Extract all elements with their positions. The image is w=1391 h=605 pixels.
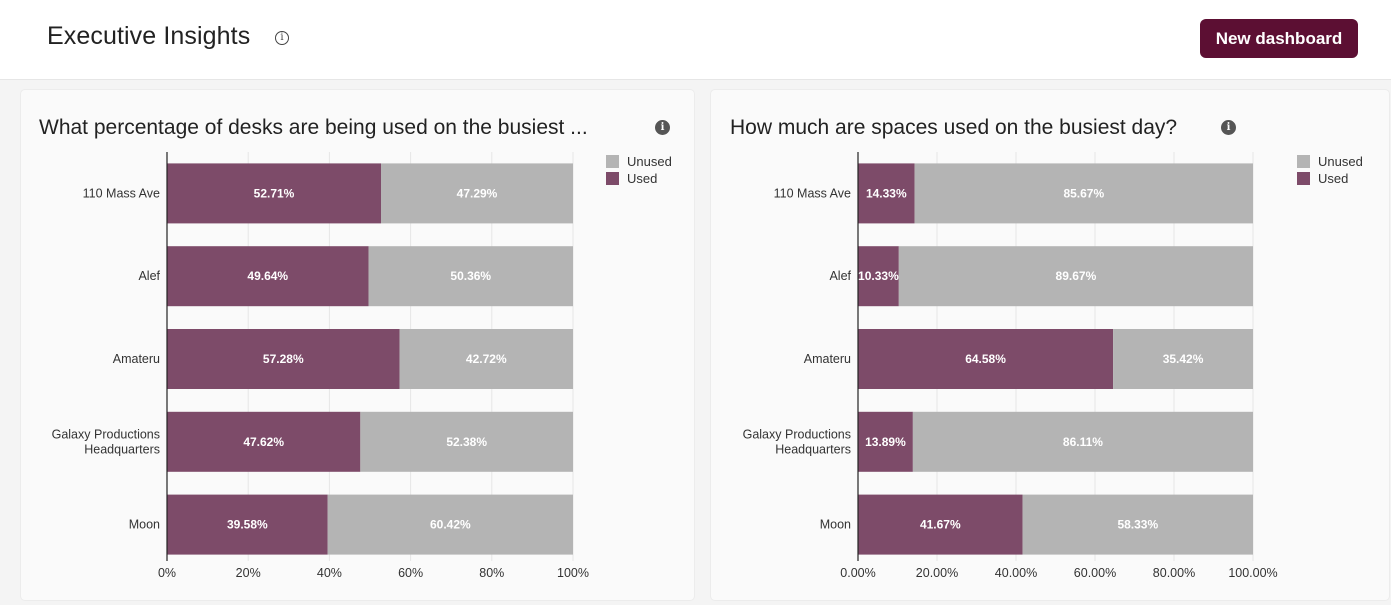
data-label-used: 39.58% [227,518,268,532]
bar-unused-galaxy-productions-headquarters[interactable] [360,411,573,472]
x-tick-label: 0% [158,566,176,580]
data-label-unused: 42.72% [466,352,507,366]
category-label: 110 Mass Ave [83,186,160,200]
page-title: Executive Insights [47,22,251,50]
bar-unused-110-mass-ave[interactable] [381,163,573,224]
bar-unused-alef[interactable] [898,246,1253,307]
data-label-unused: 50.36% [450,269,491,283]
category-label: 110 Mass Ave [774,186,851,200]
legend-label-used[interactable]: Used [627,171,657,186]
legend-label-used[interactable]: Used [1318,171,1348,186]
space-usage-card: How much are spaces used on the busiest … [711,90,1389,600]
legend-swatch-unused [606,155,619,168]
bar-used-galaxy-productions-headquarters[interactable] [167,411,361,472]
data-label-unused: 35.42% [1163,352,1204,366]
category-label: Amateru [113,352,160,366]
bar-unused-moon[interactable] [1022,494,1253,555]
x-tick-label: 20.00% [916,566,958,580]
space-usage-chart: 14.33% 85.67% 110 Mass Ave 10.33% 89.67% Alef… [743,152,1363,580]
desk-usage-card: What percentage of desks are being used … [21,90,694,600]
info-circle-icon[interactable]: i [275,31,289,45]
category-label: Moon [820,518,851,532]
category-label: Alef [829,269,851,283]
category-label: Galaxy Productions Headquarters [743,427,851,456]
bar-unused-amateru[interactable] [399,329,573,389]
bar-used-alef[interactable] [858,246,899,307]
data-label-used: 10.33% [858,269,899,283]
data-label-used: 52.71% [254,186,295,200]
x-tick-label: 40.00% [995,566,1037,580]
legend-swatch-used [1297,172,1310,185]
data-label-used: 41.67% [920,518,961,532]
x-tick-label: 0.00% [840,566,875,580]
category-label: Alef [138,269,160,283]
category-label: Moon [129,518,160,532]
data-label-unused: 86.11% [1063,435,1103,449]
x-tick-label: 40% [317,566,342,580]
bar-used-110-mass-ave[interactable] [858,163,915,224]
x-tick-label: 80.00% [1153,566,1195,580]
bar-used-amateru[interactable] [167,329,400,389]
data-label-unused: 58.33% [1117,518,1158,532]
x-tick-label: 60% [398,566,423,580]
bar-used-110-mass-ave[interactable] [167,163,382,224]
data-label-used: 13.89% [865,435,906,449]
info-icon[interactable]: i [1221,120,1236,135]
chart-title: How much are spaces used on the busiest … [730,116,1178,139]
legend-label-unused[interactable]: Unused [1318,154,1363,169]
category-label: Amateru [804,352,851,366]
page-header: Executive Insights i New dashboard [0,0,1391,80]
data-label-unused: 89.67% [1056,269,1097,283]
data-label-unused: 52.38% [446,435,487,449]
bar-unused-alef[interactable] [368,246,573,307]
bar-used-galaxy-productions-headquarters[interactable] [858,411,913,472]
new-dashboard-button[interactable]: New dashboard [1200,19,1358,58]
legend-swatch-used [606,172,619,185]
info-icon[interactable]: i [655,120,670,135]
bar-used-moon[interactable] [858,494,1023,555]
x-tick-label: 80% [479,566,504,580]
data-label-unused: 47.29% [457,186,498,200]
desk-usage-chart: 52.71% 47.29% 110 Mass Ave 49.64% 50.36% Alef… [52,152,672,580]
data-label-used: 49.64% [247,269,288,283]
x-tick-label: 100% [557,566,589,580]
data-label-unused: 85.67% [1063,186,1104,200]
category-label: Galaxy Productions Headquarters [52,427,160,456]
x-tick-label: 60.00% [1074,566,1116,580]
bar-unused-moon[interactable] [327,494,573,555]
data-label-used: 57.28% [263,352,304,366]
x-tick-label: 20% [236,566,261,580]
legend-label-unused[interactable]: Unused [627,154,672,169]
chart-title: What percentage of desks are being used … [39,116,588,139]
data-label-used: 47.62% [243,435,284,449]
data-label-used: 64.58% [965,352,1006,366]
x-tick-label: 100.00% [1228,566,1277,580]
bar-used-amateru[interactable] [858,329,1114,389]
data-label-used: 14.33% [866,186,907,200]
bar-used-alef[interactable] [167,246,369,307]
bar-used-moon[interactable] [167,494,328,555]
bar-unused-amateru[interactable] [1113,329,1253,389]
bar-unused-galaxy-productions-headquarters[interactable] [912,411,1253,472]
legend-swatch-unused [1297,155,1310,168]
data-label-unused: 60.42% [430,518,471,532]
bar-unused-110-mass-ave[interactable] [914,163,1253,224]
